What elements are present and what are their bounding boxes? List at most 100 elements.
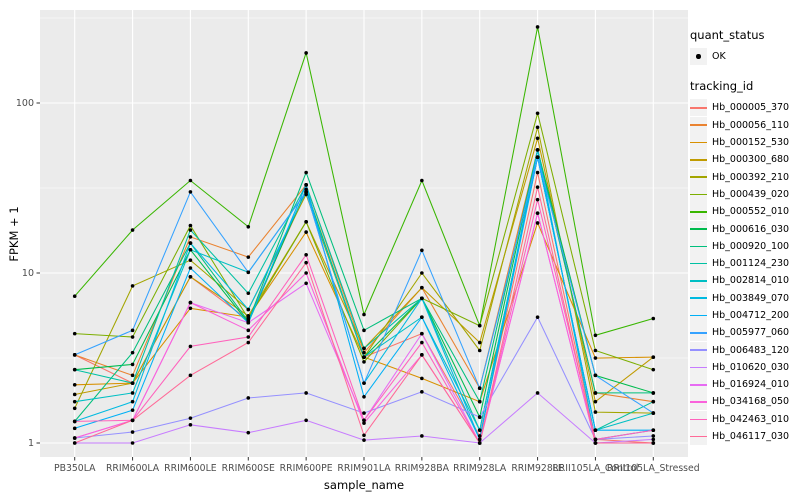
legend-key-line — [690, 151, 707, 169]
legend-item-label: Hb_002814_010 — [712, 275, 790, 287]
data-point — [304, 190, 308, 194]
legend: quant_status OK tracking_id Hb_000005_37… — [690, 28, 800, 459]
line-swatch-icon — [690, 141, 707, 144]
data-point — [304, 252, 308, 257]
legend-item-Hb_002814_010: Hb_002814_010 — [690, 272, 800, 290]
legend-key-line — [690, 203, 707, 221]
data-point — [593, 333, 598, 338]
y-tick-label: 1 — [28, 438, 34, 449]
legend-item-Hb_003849_070: Hb_003849_070 — [690, 289, 800, 307]
data-point — [362, 433, 366, 438]
data-point — [477, 348, 482, 353]
data-point — [72, 294, 77, 299]
data-point — [362, 312, 366, 317]
data-point — [188, 258, 193, 262]
data-point — [420, 434, 424, 438]
legend-key-line — [690, 410, 707, 428]
legend-item-label: Hb_005977_060 — [712, 327, 790, 339]
x-tick-label: RRIM928LE — [511, 463, 564, 474]
legend-item-ok: OK — [690, 48, 800, 66]
data-point — [304, 281, 308, 286]
data-point — [246, 314, 251, 318]
legend-key-line — [690, 134, 707, 152]
data-point — [535, 125, 540, 130]
data-point — [477, 323, 482, 328]
legend-key-line — [690, 289, 707, 307]
legend-key-line — [690, 99, 707, 117]
legend-item-label: Hb_001124_230 — [712, 258, 790, 270]
legend-key-line — [690, 116, 707, 134]
data-point — [246, 320, 251, 325]
legend-item-Hb_000616_030: Hb_000616_030 — [690, 220, 800, 238]
data-point — [304, 192, 308, 197]
data-point — [72, 406, 77, 411]
data-point — [72, 353, 77, 357]
legend-item-Hb_000300_680: Hb_000300_680 — [690, 151, 800, 169]
data-point — [535, 315, 540, 319]
line-swatch-icon — [690, 107, 707, 109]
data-point — [535, 111, 540, 116]
data-point — [130, 335, 135, 339]
line-swatch-icon — [690, 435, 707, 438]
data-point — [130, 362, 135, 367]
legend-item-Hb_000152_530: Hb_000152_530 — [690, 134, 800, 152]
y-axis-title: FPKM + 1 — [7, 206, 21, 262]
line-swatch-icon — [690, 383, 707, 386]
data-point — [420, 248, 424, 253]
data-point — [362, 438, 366, 442]
y-tick-label: 10 — [22, 268, 34, 279]
legend-item-label: Hb_000005_370 — [712, 102, 790, 114]
legend-key-line — [690, 168, 707, 186]
data-point — [188, 306, 193, 311]
data-point — [188, 422, 193, 427]
legend-item-label: Hb_003849_070 — [712, 292, 790, 304]
data-point — [593, 428, 598, 432]
x-tick-label: RRIM600LE — [164, 463, 217, 474]
data-point — [246, 396, 251, 400]
x-tick-label: RRIM928BA — [395, 463, 450, 474]
data-point — [246, 316, 251, 321]
data-point — [651, 391, 656, 395]
line-swatch-icon — [690, 418, 707, 421]
data-point — [188, 416, 193, 420]
legend-item-label: Hb_010620_030 — [712, 361, 790, 373]
legend-tracking-title: tracking_id — [690, 79, 754, 94]
line-swatch-icon — [690, 280, 707, 282]
data-point — [188, 228, 193, 232]
data-point — [420, 340, 424, 345]
data-point — [72, 367, 77, 372]
legend-item-Hb_005977_060: Hb_005977_060 — [690, 324, 800, 342]
legend-item-label: Hb_000392_210 — [712, 171, 790, 183]
legend-item-Hb_016924_010: Hb_016924_010 — [690, 376, 800, 394]
data-point — [246, 291, 251, 296]
legend-item-Hb_042463_010: Hb_042463_010 — [690, 410, 800, 428]
data-point — [477, 428, 482, 432]
line-swatch-icon — [690, 176, 707, 178]
legend-key-line — [690, 185, 707, 203]
data-point — [593, 348, 598, 353]
data-point — [651, 355, 656, 359]
line-swatch-icon — [690, 297, 707, 300]
data-point — [130, 430, 135, 434]
data-point — [72, 331, 77, 336]
data-point — [593, 356, 598, 360]
data-point — [651, 437, 656, 442]
line-swatch-icon — [690, 193, 707, 196]
data-point — [246, 255, 251, 259]
data-point — [304, 271, 308, 275]
data-point — [477, 386, 482, 391]
data-point — [362, 411, 366, 415]
legend-key-line — [690, 237, 707, 255]
data-point — [362, 394, 366, 399]
legend-item-Hb_000056_110: Hb_000056_110 — [690, 116, 800, 134]
legend-item-Hb_000392_210: Hb_000392_210 — [690, 168, 800, 186]
data-point — [130, 418, 135, 423]
legend-item-Hb_046117_030: Hb_046117_030 — [690, 428, 800, 446]
legend-item-Hb_000552_010: Hb_000552_010 — [690, 203, 800, 221]
data-point — [304, 170, 308, 175]
legend-item-Hb_001124_230: Hb_001124_230 — [690, 255, 800, 273]
legend-item-Hb_006483_120: Hb_006483_120 — [690, 341, 800, 359]
legend-item-Hb_034168_050: Hb_034168_050 — [690, 393, 800, 411]
data-point — [477, 340, 482, 345]
line-swatch-icon — [690, 366, 707, 369]
